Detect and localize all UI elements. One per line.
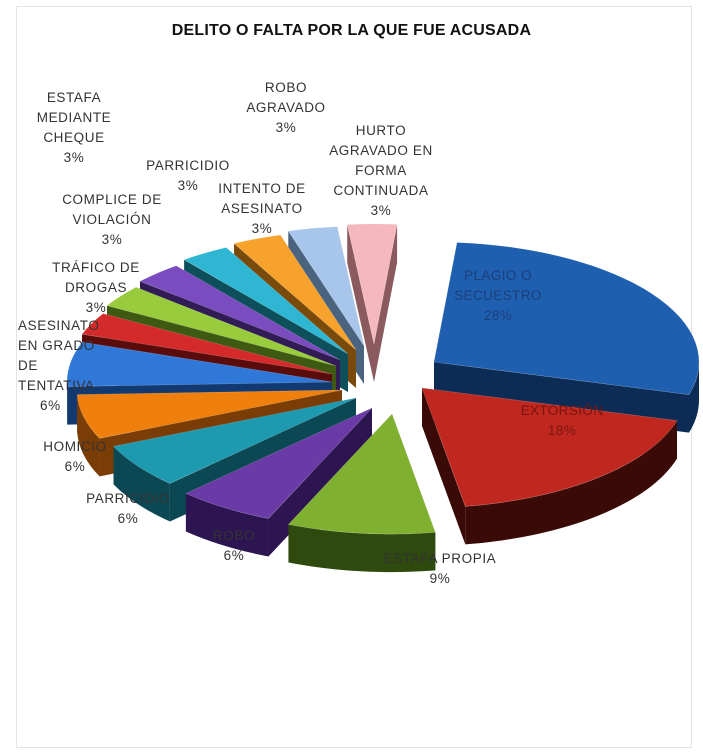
slice-name: ASESINATO [221, 201, 302, 216]
slice-name: MEDIANTE [37, 110, 112, 125]
slice-label: PARRICIDIO 6% [86, 491, 170, 526]
pie-slice-edge [465, 420, 677, 545]
pie-slice [346, 223, 398, 345]
slice-name: TENTATIVA [18, 378, 95, 393]
slice-value: 6% [65, 459, 86, 474]
slice-label: ASESINATO EN GRADO DE TENTATIVA 6% [18, 318, 99, 413]
slice-name: PLAGIO O [464, 268, 532, 283]
slice-value: 3% [64, 150, 85, 165]
slice-name: ASESINATO [18, 318, 99, 333]
pie-slice [112, 397, 357, 484]
slice-name: TRÁFICO DE [52, 260, 140, 275]
slice-label: INTENTO DE ASESINATO 3% [218, 181, 306, 236]
pie-slice-edge [688, 362, 699, 433]
pie-slice-edge [288, 524, 436, 573]
slice-value: 28% [484, 308, 512, 323]
slice-name: EXTORSIÓN [521, 403, 604, 418]
slice-name: COMPLICE DE [62, 192, 162, 207]
pie-slice [139, 265, 341, 361]
slice-value: 3% [371, 203, 392, 218]
slice-label: ROBO AGRAVADO 3% [246, 80, 325, 135]
slice-label: ESTAFA PROPIA 9% [384, 551, 497, 586]
slice-name: AGRAVADO [246, 100, 325, 115]
slice-value: 6% [224, 548, 245, 563]
slice-value: 9% [430, 571, 451, 586]
pie-slice-wall [422, 388, 466, 545]
pie-slice [81, 313, 333, 375]
slice-value: 18% [548, 423, 576, 438]
slice-name: DE [18, 358, 38, 373]
slice-name: EN GRADO [18, 338, 95, 353]
slice-label: COMPLICE DE VIOLACIÓN 3% [62, 192, 162, 247]
slice-name: PARRICIDIO [86, 491, 170, 506]
slice-name: VIOLACIÓN [73, 212, 152, 227]
slice-value: 3% [86, 300, 107, 315]
pie-slice-wall [347, 224, 374, 382]
pie-slice-edge [185, 493, 269, 557]
slice-label: PLAGIO O SECUESTRO 28% [454, 268, 542, 323]
slice-value: 3% [102, 232, 123, 247]
slice-name: INTENTO DE [218, 181, 306, 196]
pie-slice [287, 413, 436, 535]
pie-slice-edge [113, 446, 170, 522]
slice-value: 3% [252, 221, 273, 236]
pie-slice [76, 389, 343, 439]
slice-label: TRÁFICO DE DROGAS 3% [52, 260, 140, 315]
slice-value: 6% [40, 398, 61, 413]
slice-value: 6% [118, 511, 139, 526]
pie-slice [287, 226, 365, 347]
slice-value: 3% [178, 178, 199, 193]
slice-label: ESTAFA MEDIANTE CHEQUE 3% [37, 90, 112, 165]
slice-name: FORMA [355, 163, 407, 178]
slice-label: HOMICIO 6% [43, 439, 106, 474]
slice-label: HURTO AGRAVADO EN FORMA CONTINUADA 3% [329, 123, 433, 218]
pie-slice [183, 247, 349, 355]
pie-slice [106, 286, 337, 367]
pie-slice-edge [77, 394, 100, 477]
chart-title: DELITO O FALTA POR LA QUE FUE ACUSADA [171, 22, 532, 39]
slice-label: EXTORSIÓN 18% [521, 403, 604, 438]
slice-name: ROBO [265, 80, 307, 95]
pie-slice [421, 387, 678, 507]
pie-slice [185, 407, 373, 519]
slice-name: ROBO [213, 528, 255, 543]
pie-slice-wall [374, 224, 398, 382]
pie-slice-side [347, 224, 398, 382]
pie-slice [66, 341, 333, 387]
slice-name: HURTO [356, 123, 407, 138]
slice-name: AGRAVADO EN [329, 143, 433, 158]
slice-value: 3% [276, 120, 297, 135]
slice-name: SECUESTRO [454, 288, 542, 303]
pie-slice [233, 234, 357, 351]
slice-name: HOMICIO [43, 439, 106, 454]
slice-name: PARRICIDIO [146, 158, 230, 173]
pie-slice [433, 242, 700, 395]
slice-name: CHEQUE [43, 130, 104, 145]
slice-name: ESTAFA PROPIA [384, 551, 497, 566]
slice-name: DROGAS [65, 280, 127, 295]
slice-name: CONTINUADA [333, 183, 428, 198]
slice-name: ESTAFA [47, 90, 101, 105]
slice-label: ROBO 6% [213, 528, 255, 563]
slice-label: PARRICIDIO 3% [146, 158, 230, 193]
